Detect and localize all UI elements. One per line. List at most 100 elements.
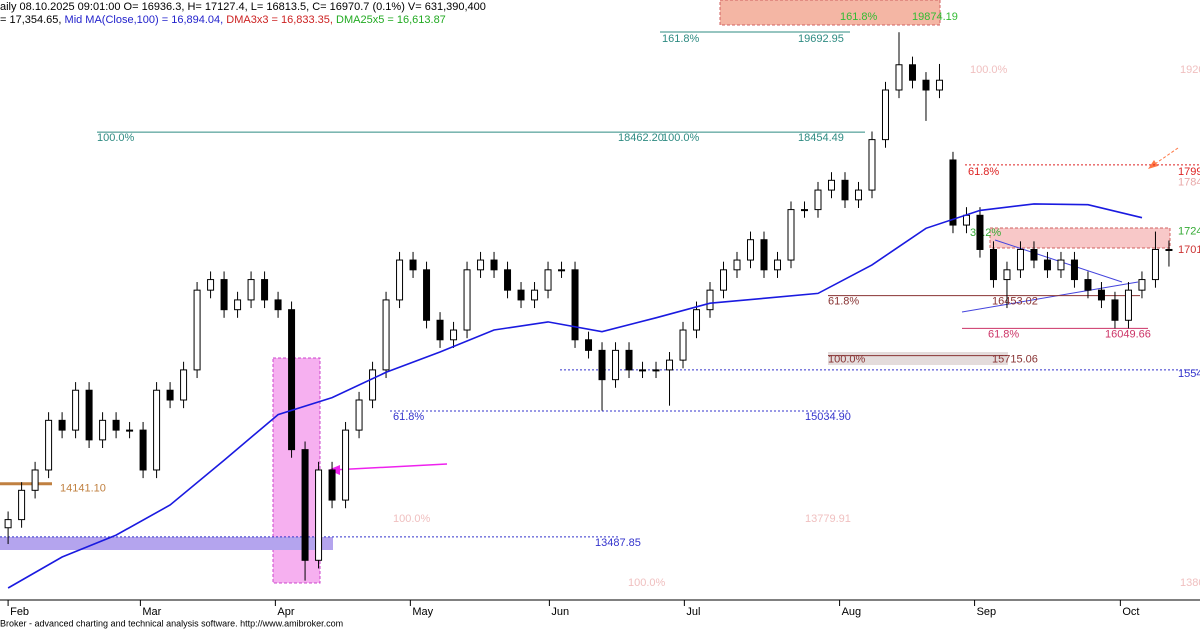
- extension-box: [719, 0, 941, 26]
- resistance-box: [989, 227, 1171, 249]
- candle-body: [261, 279, 269, 301]
- level-label: 1554: [1178, 368, 1200, 380]
- candle-body: [490, 259, 498, 271]
- level-label: 13779.91: [805, 513, 851, 525]
- candle-body: [949, 159, 957, 226]
- candle-body: [1070, 259, 1078, 281]
- candle-body: [1165, 248, 1173, 251]
- x-tick-label: Sep: [977, 606, 997, 618]
- candle-body: [4, 519, 12, 529]
- candle-body: [1003, 269, 1011, 281]
- candle-body: [99, 419, 107, 441]
- candle-body: [477, 259, 485, 271]
- candle-body: [598, 349, 606, 381]
- candle-body: [976, 214, 984, 250]
- candle-body: [234, 299, 242, 311]
- candle-body: [962, 214, 970, 226]
- candle-body: [274, 299, 282, 311]
- candle-body: [666, 359, 674, 371]
- candle-body: [166, 389, 174, 401]
- candle-body: [895, 64, 903, 91]
- x-tick-label: Mar: [142, 606, 161, 618]
- level-label: 161.8%: [662, 33, 700, 45]
- candle-body: [747, 239, 755, 261]
- candle-body: [220, 279, 228, 311]
- candle-body: [207, 279, 215, 291]
- candle-body: [139, 429, 147, 471]
- candle-body: [908, 64, 916, 81]
- arrow: [1151, 147, 1179, 167]
- level-label: 38.2%: [970, 227, 1001, 239]
- candle-body: [504, 269, 512, 291]
- moving-average: [7, 203, 1143, 589]
- x-tick-label: Feb: [10, 606, 29, 618]
- candle-body: [396, 259, 404, 301]
- level-label: 100.0%: [97, 132, 135, 144]
- level-label: 100.0%: [662, 132, 700, 144]
- candle-body: [922, 79, 930, 91]
- candle-body: [517, 289, 525, 301]
- level-label: 18462.20: [618, 132, 664, 144]
- candle-body: [720, 269, 728, 291]
- candle-body: [652, 369, 660, 372]
- candle-body: [693, 309, 701, 331]
- candle-body: [1084, 279, 1092, 291]
- support-box: [0, 537, 333, 550]
- candle-body: [31, 469, 39, 491]
- candle-body: [72, 389, 80, 431]
- candle-body: [760, 239, 768, 271]
- candle-body: [342, 429, 350, 501]
- level-label: 1799: [1178, 166, 1200, 178]
- candle-body: [639, 369, 647, 372]
- level-label: 1784: [1178, 177, 1200, 189]
- legend-entry: = 17,354.65,: [0, 14, 65, 26]
- arrow: [331, 463, 448, 471]
- candle-body: [18, 489, 26, 521]
- candle-body: [1124, 289, 1132, 321]
- candle-body: [1043, 259, 1051, 271]
- level-label: 1724: [1178, 225, 1200, 237]
- legend-entry: DMA3x3 = 16,833.35,: [226, 14, 336, 26]
- candle-body: [935, 79, 943, 91]
- candle-body: [369, 369, 377, 401]
- candle-body: [436, 319, 444, 341]
- level-label: 1920: [1180, 64, 1200, 76]
- candle-body: [112, 419, 120, 431]
- candle-body: [625, 349, 633, 371]
- level-label: 16453.02: [992, 296, 1038, 308]
- x-tick-label: Jun: [551, 606, 569, 618]
- footer: Broker - advanced charting and technical…: [0, 618, 343, 628]
- level-label: 100.0%: [393, 513, 431, 525]
- level-label: 61.8%: [968, 166, 999, 178]
- legend-entry: Mid MA(Close,100) = 16,894.04,: [65, 14, 227, 26]
- candle-body: [45, 419, 53, 471]
- candle-body: [328, 469, 336, 501]
- candle-body: [787, 209, 795, 261]
- candle-body: [612, 349, 620, 381]
- x-tick-label: Oct: [1122, 606, 1139, 618]
- candle-body: [1057, 259, 1065, 271]
- candle-body: [881, 89, 889, 141]
- level-label: 100.0%: [628, 577, 666, 589]
- x-tick-label: Aug: [842, 606, 862, 618]
- legend-entry: DMA25x5 = 16,613.87: [336, 14, 446, 26]
- level-label: 1380: [1180, 577, 1200, 589]
- level-label: 13487.85: [595, 537, 641, 549]
- candle-body: [463, 269, 471, 331]
- candle-body: [1030, 248, 1038, 261]
- candle-body: [126, 429, 134, 432]
- candle-body: [868, 139, 876, 191]
- level-label: 14141.10: [60, 483, 106, 495]
- level-label: 61.8%: [828, 296, 859, 308]
- candle-body: [733, 259, 741, 271]
- level-label: 16049.66: [1105, 328, 1151, 340]
- level-label: 100.0%: [828, 354, 866, 366]
- candle-body: [531, 289, 539, 301]
- candle-body: [301, 449, 309, 561]
- trend-line: [961, 281, 1139, 313]
- candle-body: [679, 329, 687, 361]
- candle-body: [355, 399, 363, 431]
- level-label: 19874.19: [912, 11, 958, 23]
